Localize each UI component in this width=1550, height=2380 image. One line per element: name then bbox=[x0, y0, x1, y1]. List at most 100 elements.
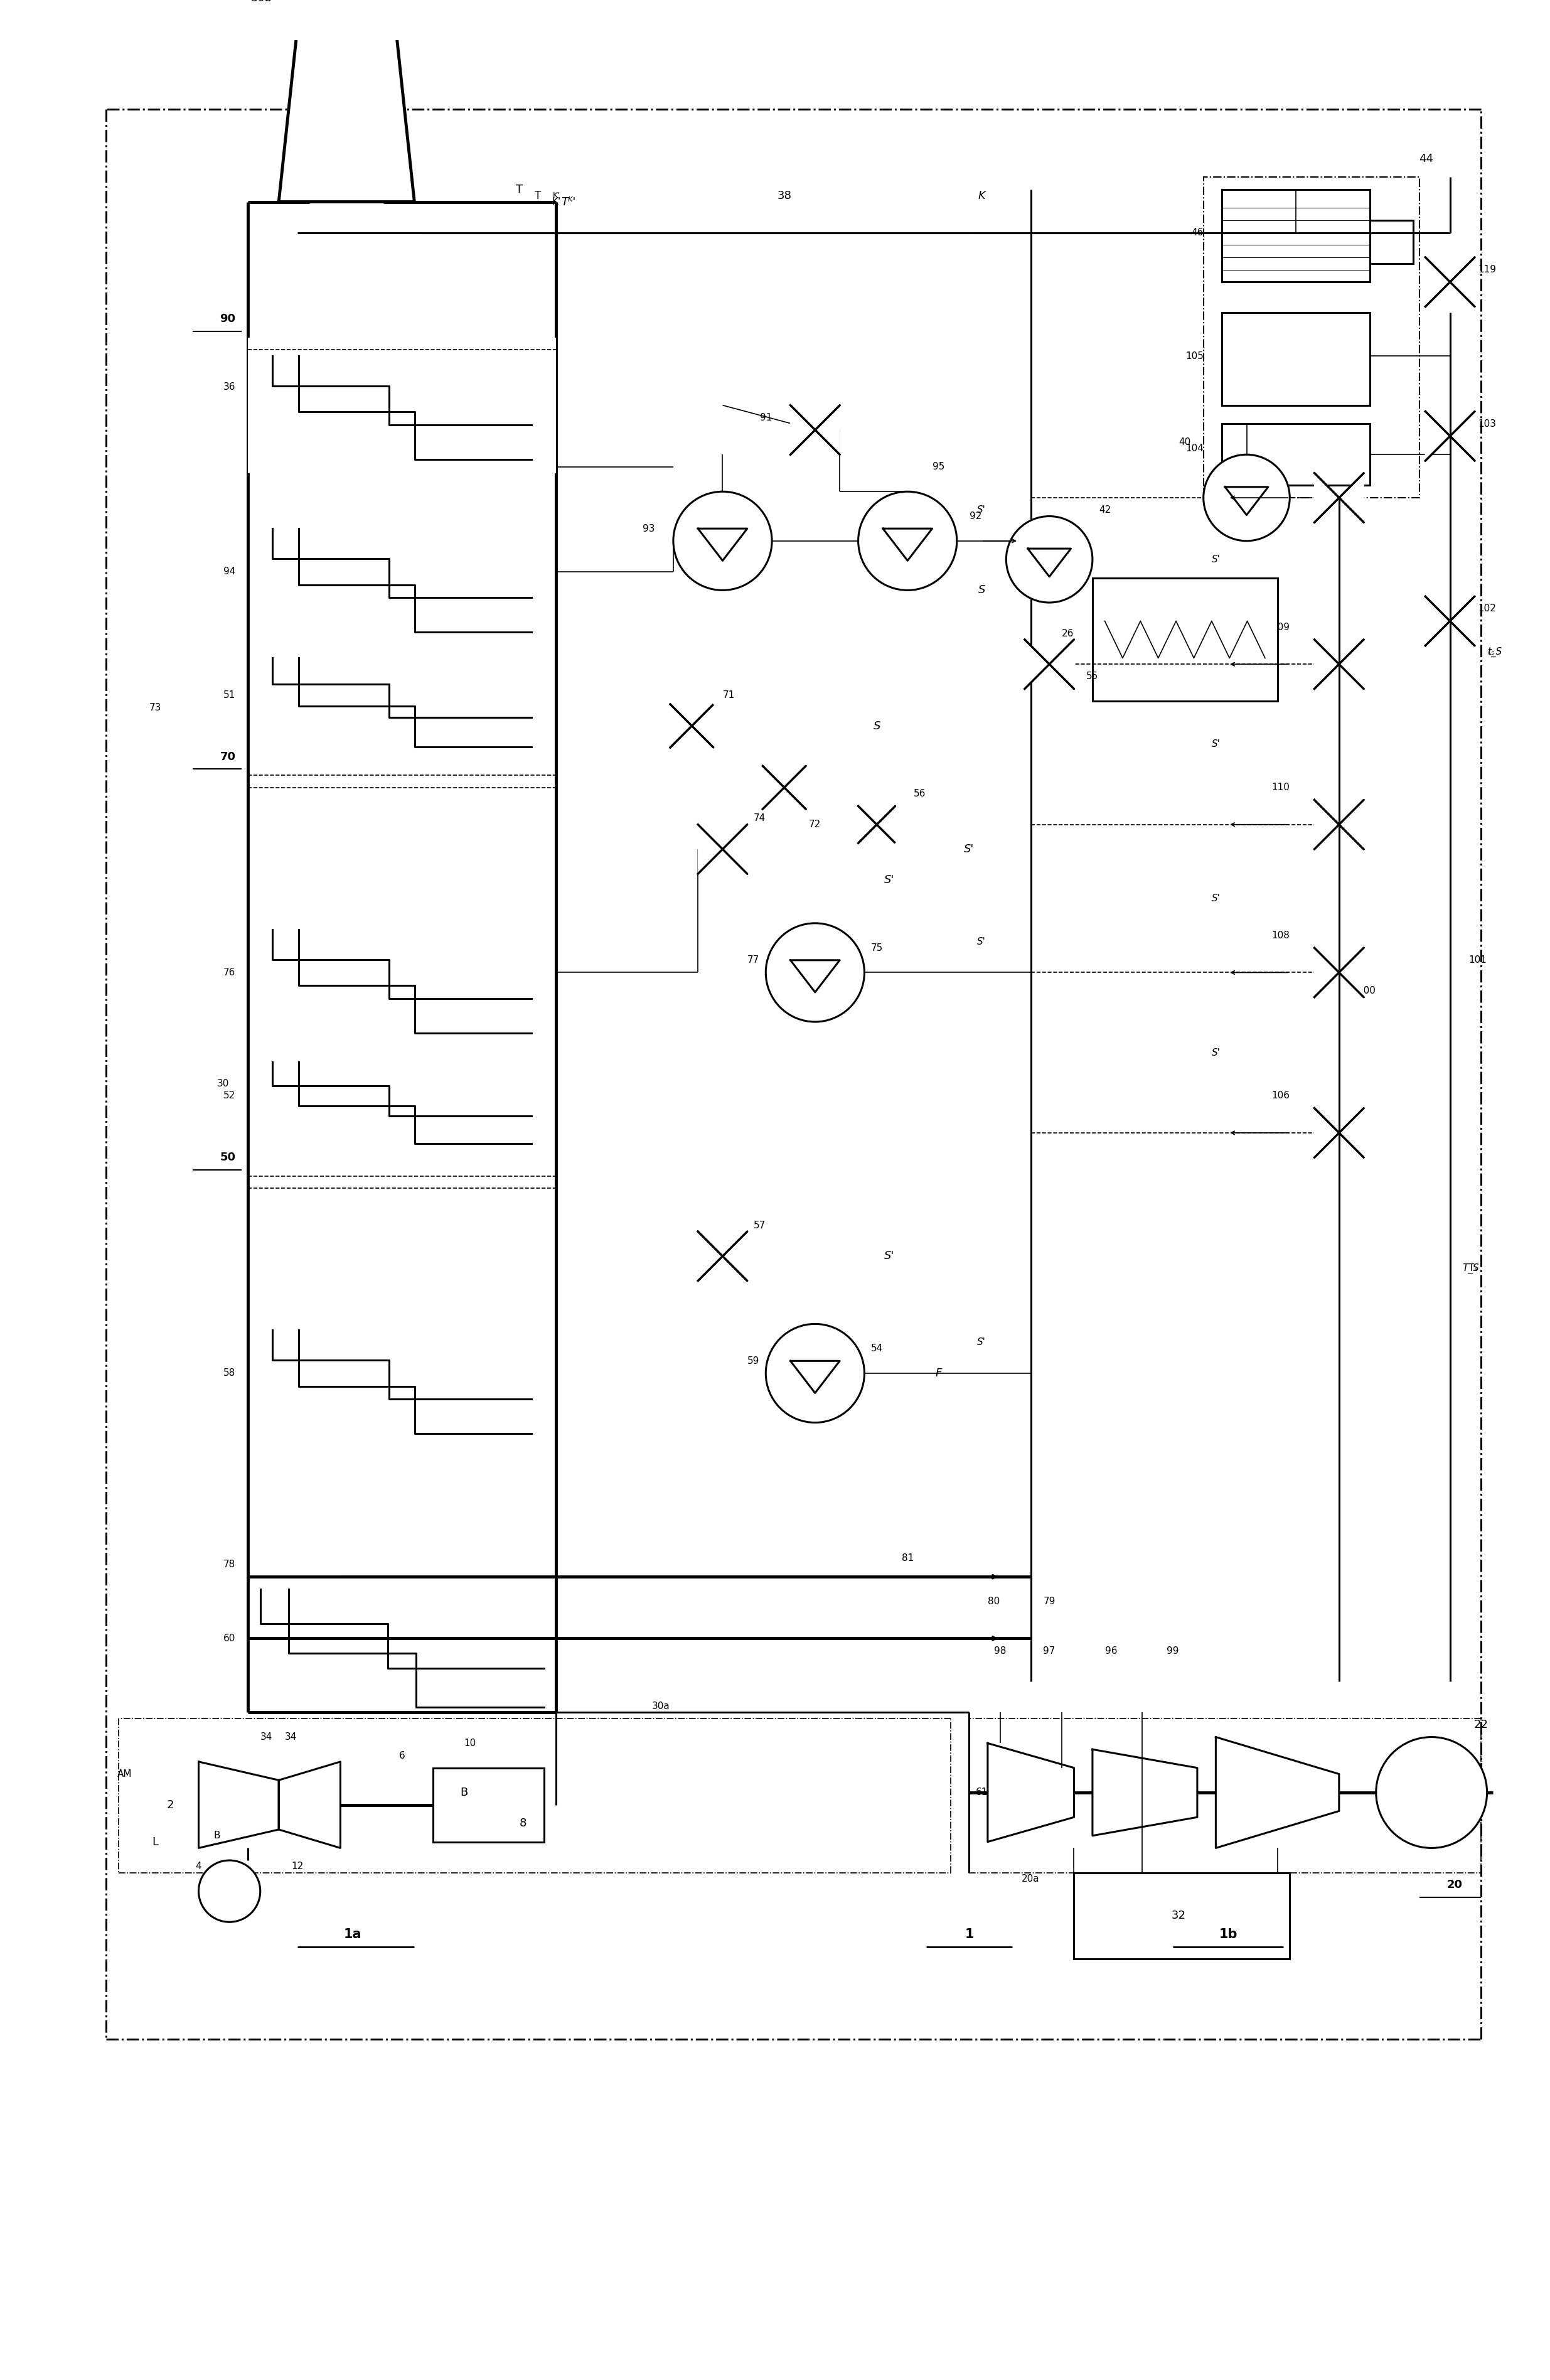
Bar bbox=[1074, 1873, 1290, 1959]
Text: 96: 96 bbox=[1105, 1647, 1118, 1656]
Text: 34: 34 bbox=[285, 1733, 298, 1742]
Text: 102: 102 bbox=[1479, 605, 1496, 614]
Polygon shape bbox=[1339, 800, 1364, 850]
Polygon shape bbox=[1093, 1749, 1197, 1835]
Text: 46: 46 bbox=[1192, 228, 1203, 238]
Polygon shape bbox=[1449, 597, 1474, 645]
Text: 20: 20 bbox=[1446, 1880, 1462, 1890]
Text: S': S' bbox=[976, 1338, 986, 1347]
Text: 20a: 20a bbox=[1021, 1873, 1040, 1883]
Circle shape bbox=[766, 923, 865, 1021]
Text: F: F bbox=[935, 1368, 941, 1378]
Text: 75: 75 bbox=[871, 942, 884, 952]
Text: 40: 40 bbox=[1180, 438, 1190, 447]
Text: S': S' bbox=[1212, 1047, 1220, 1057]
Text: 44: 44 bbox=[1420, 152, 1434, 164]
Text: 50: 50 bbox=[220, 1152, 236, 1164]
Text: S': S' bbox=[976, 938, 986, 947]
Text: 97: 97 bbox=[1043, 1647, 1056, 1656]
Circle shape bbox=[1376, 1737, 1486, 1847]
Text: 38: 38 bbox=[777, 190, 792, 202]
Text: 77: 77 bbox=[747, 954, 760, 964]
Text: S': S' bbox=[964, 843, 975, 854]
Bar bbox=[1203, 176, 1420, 497]
Text: 109: 109 bbox=[1271, 624, 1290, 633]
Text: K': K' bbox=[552, 190, 560, 200]
Polygon shape bbox=[987, 1742, 1074, 1842]
Polygon shape bbox=[1314, 800, 1339, 850]
Polygon shape bbox=[859, 807, 877, 843]
Polygon shape bbox=[1314, 474, 1339, 521]
Text: 20b: 20b bbox=[1133, 1873, 1152, 1883]
Text: 36: 36 bbox=[223, 383, 236, 390]
Text: tₛ: tₛ bbox=[1486, 647, 1494, 657]
Circle shape bbox=[673, 493, 772, 590]
Bar bbox=[1221, 424, 1370, 486]
Text: 91: 91 bbox=[760, 412, 772, 421]
Circle shape bbox=[766, 1323, 865, 1423]
Text: S': S' bbox=[884, 1250, 894, 1261]
Text: 100: 100 bbox=[1358, 985, 1376, 995]
Polygon shape bbox=[877, 807, 896, 843]
Text: t_S: t_S bbox=[1486, 647, 1502, 657]
Polygon shape bbox=[1049, 640, 1074, 688]
Text: 51: 51 bbox=[223, 690, 236, 700]
Text: K': K' bbox=[552, 198, 561, 207]
Polygon shape bbox=[763, 766, 784, 809]
Text: G: G bbox=[1428, 1787, 1435, 1799]
Text: B: B bbox=[214, 1830, 220, 1840]
Polygon shape bbox=[691, 704, 713, 747]
Text: 101: 101 bbox=[1468, 954, 1486, 964]
Polygon shape bbox=[1314, 947, 1339, 997]
Bar bbox=[118, 1718, 950, 1873]
Polygon shape bbox=[1215, 1737, 1339, 1847]
Polygon shape bbox=[1426, 412, 1449, 462]
Text: S: S bbox=[978, 585, 986, 595]
Polygon shape bbox=[1314, 640, 1339, 688]
Polygon shape bbox=[722, 1230, 747, 1280]
Text: Tₛ: Tₛ bbox=[1468, 1264, 1479, 1273]
Polygon shape bbox=[1426, 257, 1449, 307]
Polygon shape bbox=[815, 405, 840, 455]
Polygon shape bbox=[791, 405, 815, 455]
Bar bbox=[1221, 312, 1370, 405]
Text: 74: 74 bbox=[753, 814, 766, 823]
Text: 54: 54 bbox=[871, 1345, 884, 1354]
Text: 72: 72 bbox=[809, 819, 822, 828]
Text: S': S' bbox=[976, 505, 986, 514]
Text: 95: 95 bbox=[932, 462, 944, 471]
Text: 12: 12 bbox=[291, 1861, 304, 1871]
Text: 52: 52 bbox=[223, 1090, 236, 1100]
Text: B: B bbox=[460, 1787, 468, 1799]
Text: 55: 55 bbox=[1087, 671, 1099, 681]
Polygon shape bbox=[1426, 597, 1449, 645]
Text: 105: 105 bbox=[1186, 352, 1203, 362]
Text: 73: 73 bbox=[149, 702, 161, 712]
Text: 71: 71 bbox=[722, 690, 735, 700]
Text: S': S' bbox=[1212, 895, 1220, 904]
Text: 30a: 30a bbox=[653, 1702, 670, 1711]
Polygon shape bbox=[1314, 1109, 1339, 1157]
Text: S': S' bbox=[1212, 555, 1220, 564]
Polygon shape bbox=[1449, 257, 1474, 307]
Polygon shape bbox=[1339, 474, 1364, 521]
Text: 10: 10 bbox=[463, 1737, 476, 1747]
Text: 92: 92 bbox=[969, 512, 981, 521]
Text: 20c: 20c bbox=[1269, 1873, 1286, 1883]
Polygon shape bbox=[1025, 640, 1049, 688]
Polygon shape bbox=[279, 29, 414, 202]
Text: 58: 58 bbox=[223, 1368, 236, 1378]
Text: 80: 80 bbox=[987, 1597, 1000, 1607]
Text: AM: AM bbox=[118, 1768, 132, 1778]
Circle shape bbox=[1006, 516, 1093, 602]
Text: 94: 94 bbox=[223, 566, 236, 576]
Text: 106: 106 bbox=[1271, 1090, 1290, 1100]
Text: 14: 14 bbox=[229, 1861, 242, 1871]
Text: 1a: 1a bbox=[344, 1928, 361, 1940]
Text: 4: 4 bbox=[195, 1861, 202, 1871]
Bar bbox=[432, 1768, 544, 1842]
Text: G: G bbox=[225, 1885, 234, 1897]
Text: S': S' bbox=[1212, 740, 1220, 750]
Polygon shape bbox=[1339, 1109, 1364, 1157]
Polygon shape bbox=[198, 1761, 279, 1847]
